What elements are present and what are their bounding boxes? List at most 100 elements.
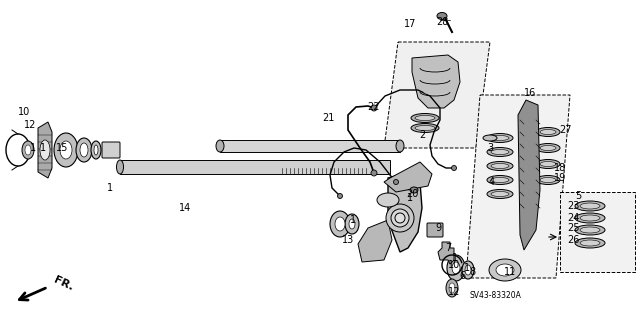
Ellipse shape bbox=[540, 145, 556, 151]
Ellipse shape bbox=[449, 283, 455, 293]
Ellipse shape bbox=[377, 193, 399, 207]
Text: 1: 1 bbox=[464, 263, 470, 273]
Text: 27: 27 bbox=[560, 125, 572, 135]
Ellipse shape bbox=[411, 114, 439, 122]
Ellipse shape bbox=[94, 145, 98, 155]
Text: 1: 1 bbox=[350, 215, 356, 225]
Text: 9: 9 bbox=[435, 223, 441, 233]
Polygon shape bbox=[384, 162, 432, 192]
Text: 3: 3 bbox=[487, 143, 493, 153]
Ellipse shape bbox=[216, 140, 224, 152]
Ellipse shape bbox=[60, 141, 72, 159]
FancyBboxPatch shape bbox=[427, 223, 443, 237]
Ellipse shape bbox=[335, 217, 345, 231]
Text: 1: 1 bbox=[407, 193, 413, 203]
Text: 1: 1 bbox=[30, 143, 36, 153]
Ellipse shape bbox=[396, 140, 404, 152]
Ellipse shape bbox=[489, 259, 521, 281]
Ellipse shape bbox=[491, 191, 509, 197]
Text: 4: 4 bbox=[489, 177, 495, 187]
Polygon shape bbox=[438, 242, 454, 264]
Text: 2: 2 bbox=[419, 130, 425, 140]
Ellipse shape bbox=[491, 177, 509, 182]
Polygon shape bbox=[38, 122, 52, 178]
Ellipse shape bbox=[491, 136, 509, 140]
Text: 23: 23 bbox=[567, 201, 579, 211]
Ellipse shape bbox=[54, 133, 78, 167]
Text: 10: 10 bbox=[448, 260, 460, 270]
Text: 1: 1 bbox=[40, 143, 46, 153]
Ellipse shape bbox=[536, 144, 560, 152]
Ellipse shape bbox=[487, 189, 513, 198]
Text: 21: 21 bbox=[322, 113, 334, 123]
Ellipse shape bbox=[76, 138, 92, 162]
FancyBboxPatch shape bbox=[102, 142, 120, 158]
Ellipse shape bbox=[491, 150, 509, 154]
Ellipse shape bbox=[496, 264, 514, 276]
Text: 16: 16 bbox=[524, 88, 536, 98]
Text: 12: 12 bbox=[448, 287, 460, 297]
Polygon shape bbox=[388, 172, 422, 252]
Ellipse shape bbox=[415, 125, 435, 130]
Text: 8: 8 bbox=[469, 267, 475, 277]
Ellipse shape bbox=[40, 140, 50, 160]
Ellipse shape bbox=[349, 219, 355, 229]
Ellipse shape bbox=[580, 227, 600, 233]
Text: 10: 10 bbox=[18, 107, 30, 117]
Ellipse shape bbox=[116, 160, 124, 174]
Ellipse shape bbox=[446, 279, 458, 297]
Ellipse shape bbox=[580, 240, 600, 246]
Ellipse shape bbox=[540, 130, 556, 135]
Text: SV43-83320A: SV43-83320A bbox=[470, 291, 522, 300]
Text: 19: 19 bbox=[554, 173, 566, 183]
Ellipse shape bbox=[330, 211, 350, 237]
Ellipse shape bbox=[452, 262, 460, 274]
Ellipse shape bbox=[487, 161, 513, 170]
Text: 14: 14 bbox=[179, 203, 191, 213]
Ellipse shape bbox=[371, 170, 377, 176]
Text: 20: 20 bbox=[406, 189, 418, 199]
Ellipse shape bbox=[540, 177, 556, 182]
Text: 25: 25 bbox=[567, 223, 579, 233]
Ellipse shape bbox=[447, 255, 465, 281]
Ellipse shape bbox=[371, 105, 377, 111]
Ellipse shape bbox=[487, 147, 513, 157]
Text: 12: 12 bbox=[24, 120, 36, 130]
Ellipse shape bbox=[391, 209, 409, 227]
Text: 7: 7 bbox=[445, 243, 451, 253]
Text: 11: 11 bbox=[504, 267, 516, 277]
Text: 18: 18 bbox=[554, 163, 566, 173]
Ellipse shape bbox=[437, 12, 447, 19]
Text: 1: 1 bbox=[107, 183, 113, 193]
Text: 6: 6 bbox=[459, 271, 465, 281]
Ellipse shape bbox=[395, 213, 405, 223]
Bar bbox=[220, 140, 400, 152]
Text: FR.: FR. bbox=[52, 275, 75, 293]
Ellipse shape bbox=[575, 238, 605, 248]
Ellipse shape bbox=[575, 225, 605, 235]
Ellipse shape bbox=[394, 180, 399, 184]
Ellipse shape bbox=[487, 175, 513, 184]
Ellipse shape bbox=[91, 141, 101, 159]
Polygon shape bbox=[358, 220, 392, 262]
Ellipse shape bbox=[410, 187, 418, 193]
Ellipse shape bbox=[540, 161, 556, 167]
Ellipse shape bbox=[345, 214, 359, 234]
Polygon shape bbox=[466, 95, 570, 278]
Ellipse shape bbox=[536, 128, 560, 137]
Ellipse shape bbox=[462, 261, 474, 279]
Ellipse shape bbox=[411, 123, 439, 132]
Text: 22: 22 bbox=[368, 102, 380, 112]
Ellipse shape bbox=[575, 213, 605, 223]
Text: 24: 24 bbox=[567, 213, 579, 223]
Ellipse shape bbox=[80, 143, 88, 157]
Text: 5: 5 bbox=[575, 191, 581, 201]
Ellipse shape bbox=[491, 164, 509, 168]
Polygon shape bbox=[384, 42, 490, 148]
Ellipse shape bbox=[536, 175, 560, 184]
Ellipse shape bbox=[483, 135, 497, 141]
Text: 15: 15 bbox=[56, 143, 68, 153]
Polygon shape bbox=[412, 55, 460, 108]
Ellipse shape bbox=[386, 204, 414, 232]
Text: 28: 28 bbox=[436, 17, 448, 27]
